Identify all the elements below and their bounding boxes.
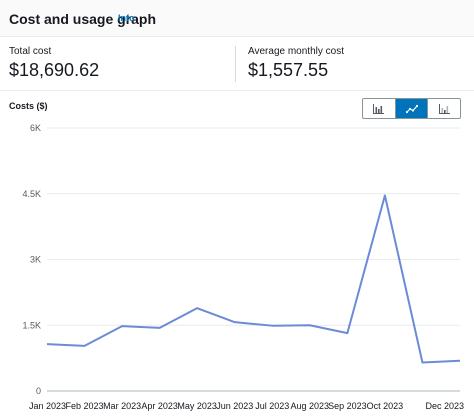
- x-tick-label: Feb 2023: [66, 401, 104, 411]
- x-tick-label: Jun 2023: [216, 401, 253, 411]
- y-tick-label: 4.5K: [22, 189, 41, 199]
- data-point[interactable]: [457, 358, 463, 364]
- data-point[interactable]: [307, 322, 313, 328]
- data-point[interactable]: [269, 323, 275, 329]
- x-tick-label: May 2023: [177, 401, 217, 411]
- avg-monthly-cost-label: Average monthly cost: [248, 46, 344, 57]
- y-tick-label: 0: [36, 386, 41, 396]
- data-point[interactable]: [419, 360, 425, 366]
- total-cost-label: Total cost: [9, 46, 52, 57]
- chart-type-toggle: [362, 98, 461, 119]
- y-axis-label: Costs ($): [9, 101, 48, 111]
- data-point[interactable]: [44, 341, 50, 347]
- x-tick-label: Oct 2023: [367, 401, 404, 411]
- x-tick-label: Jan 2023: [29, 401, 66, 411]
- cost-summary: Total cost $18,690.62 Average monthly co…: [0, 37, 474, 91]
- data-point[interactable]: [344, 330, 350, 336]
- x-tick-label: Jul 2023: [255, 401, 289, 411]
- x-tick-label: Dec 2023: [425, 401, 464, 411]
- y-tick-label: 6K: [30, 123, 41, 133]
- cost-series-line: [46, 194, 461, 364]
- x-tick-label: Sep 2023: [328, 401, 367, 411]
- stacked-bar-chart-icon: [438, 103, 450, 114]
- panel-title: Cost and usage graph: [9, 11, 157, 27]
- avg-monthly-cost-value: $1,557.55: [248, 60, 329, 80]
- data-point[interactable]: [82, 343, 88, 349]
- bar-chart-icon: [373, 103, 385, 114]
- chart-series: [44, 193, 463, 366]
- info-link[interactable]: Info: [118, 13, 135, 23]
- data-point[interactable]: [232, 319, 238, 325]
- chart-gridlines: [47, 127, 460, 392]
- y-tick-label: 1.5K: [22, 320, 41, 330]
- data-point[interactable]: [382, 193, 388, 199]
- y-axis-ticks: 0 1.5K 3K 4.5K 6K: [22, 123, 41, 396]
- total-cost-value: $18,690.62: [9, 60, 100, 80]
- panel-header: Cost and usage graph Info: [0, 0, 474, 37]
- y-tick-label: 3K: [30, 255, 41, 265]
- data-point[interactable]: [157, 325, 163, 331]
- data-point[interactable]: [119, 323, 125, 329]
- data-point[interactable]: [194, 305, 200, 311]
- x-tick-label: Aug 2023: [291, 401, 330, 411]
- stacked-bar-chart-button[interactable]: [428, 99, 460, 118]
- x-tick-label: Mar 2023: [103, 401, 141, 411]
- bar-chart-button[interactable]: [363, 99, 396, 118]
- x-axis-ticks: Jan 2023 Feb 2023 Mar 2023 Apr 2023 May 2023…: [29, 401, 464, 411]
- summary-divider: [235, 46, 236, 82]
- cost-line-chart: 0 1.5K 3K 4.5K 6K Jan 2023 Feb 2023 Mar 2023 Ap…: [22, 123, 464, 411]
- x-tick-label: Apr 2023: [141, 401, 178, 411]
- line-chart-button[interactable]: [395, 99, 429, 118]
- line-chart-icon: [405, 104, 418, 113]
